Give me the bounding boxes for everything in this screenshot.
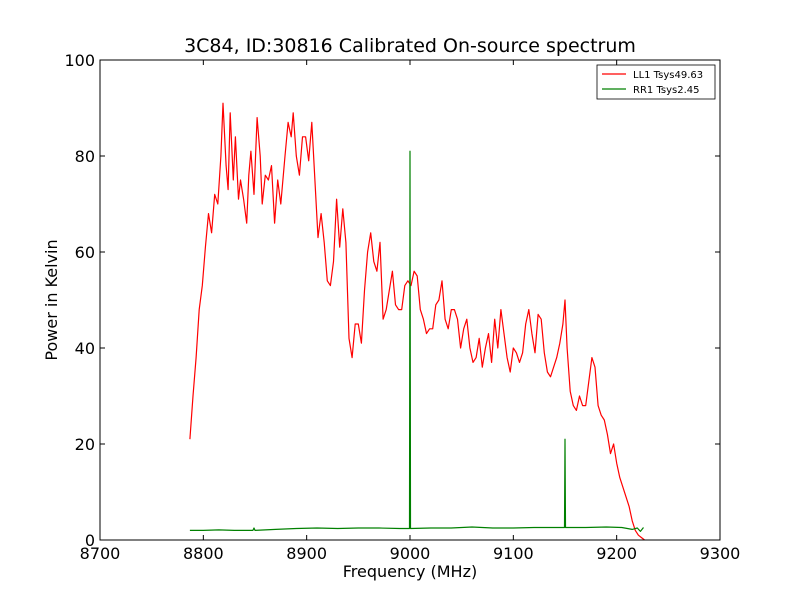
x-tick-label: 9200 — [596, 544, 637, 563]
x-tick-label: 8700 — [80, 544, 121, 563]
y-tick-label: 0 — [85, 531, 95, 550]
x-tick-label: 9300 — [700, 544, 741, 563]
legend: LL1 Tsys49.63 RR1 Tsys2.45 — [596, 64, 716, 100]
y-tick-label: 20 — [75, 435, 95, 454]
plot-area — [189, 102, 645, 541]
x-tick-label: 9100 — [493, 544, 534, 563]
y-tick-label: 40 — [75, 339, 95, 358]
x-tick-label: 8900 — [286, 544, 327, 563]
y-tick-label: 80 — [75, 147, 95, 166]
legend-label: LL1 Tsys49.63 — [633, 70, 703, 81]
legend-box — [596, 64, 716, 100]
series-line-1 — [189, 150, 644, 532]
series-line-0 — [189, 102, 645, 541]
y-tick-label: 60 — [75, 243, 95, 262]
x-axis-label: Frequency (MHz) — [343, 562, 477, 581]
x-tick-label: 9000 — [390, 544, 431, 563]
x-tick-label: 8800 — [183, 544, 224, 563]
ticks: 8700 8800 8900 9000 9100 9200 9300 0 20 40 60 80 100 — [64, 51, 740, 563]
legend-label: RR1 Tsys2.45 — [633, 85, 700, 96]
y-axis-label: Power in Kelvin — [42, 239, 61, 360]
chart-title: 3C84, ID:30816 Calibrated On-source spec… — [184, 35, 636, 57]
y-tick-label: 100 — [64, 51, 95, 70]
